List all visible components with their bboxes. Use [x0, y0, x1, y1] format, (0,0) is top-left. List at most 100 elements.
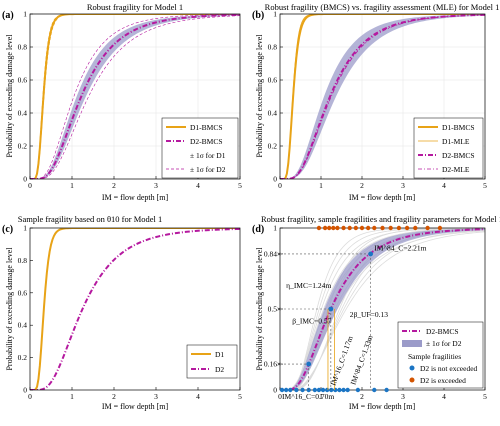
series-line-d2-bmcs — [280, 228, 485, 390]
sample-exceeded-point — [388, 225, 393, 231]
sample-exceeded-point — [372, 225, 377, 231]
sample-exceeded-point — [404, 225, 410, 231]
panel-c-legend: D1 D2 — [186, 344, 238, 379]
sample-exceeded-point — [396, 225, 402, 231]
panel-c-ylabel: Probability of exceeding damage level — [5, 247, 14, 371]
annot-im84: IM^84_C=2.21m — [374, 244, 426, 253]
panel-a: (a) Robust fragility for Model 1 0 1 2 3 4 50… — [2, 2, 242, 202]
legend-b-d1bmcs: D1-BMCS — [442, 123, 475, 132]
sample-not-exceeded-point — [337, 387, 342, 393]
sample-exceeded-point — [365, 225, 371, 231]
legend-b-d2bmcs: D2-BMCS — [442, 151, 475, 160]
legend-c-d2: D2 — [215, 365, 224, 374]
sample-exceeded-point — [359, 225, 365, 231]
y-tick-label: 0.6 — [18, 76, 28, 85]
panel-d: (d) Robust fragility, sample fragilities… — [252, 214, 500, 411]
sample-not-exceeded-point — [345, 387, 350, 393]
sample-not-exceeded-point — [355, 387, 361, 393]
panel-b-xlabel: IM = flow depth [m] — [349, 193, 416, 202]
sample-exceeded-point — [316, 225, 322, 231]
x-tick-label: 0 — [278, 392, 282, 401]
legend-b-d1mle: D1-MLE — [442, 137, 470, 146]
y-tick-label: 0.4 — [18, 321, 28, 330]
panel-d-legend-box — [397, 321, 484, 389]
series-line-d1 — [30, 228, 240, 390]
panel-c-ticks: 0 1 2 3 4 5 0 0.2 0.4 0.6 0.8 1 — [18, 224, 243, 402]
sample-exceeded-point — [380, 225, 385, 231]
panel-d-title: Robust fragility, sample fragilities and… — [261, 214, 500, 224]
x-tick-label: 0 — [278, 181, 282, 190]
panel-b-legend: D1-BMCS D1-MLE D2-BMCS D2-MLE — [413, 117, 484, 179]
sample-not-exceeded-point — [294, 387, 299, 393]
y-tick-label: 1 — [273, 224, 277, 233]
ref-cross: × — [277, 305, 281, 314]
y-tick-label: 0 — [23, 175, 27, 184]
panel-c-legend-box — [186, 344, 238, 379]
x-tick-label: 3 — [401, 181, 405, 190]
sample-exceeded-point — [341, 225, 346, 231]
x-tick-label: 5 — [483, 181, 487, 190]
x-tick-label: 5 — [483, 392, 487, 401]
panel-a-xlabel: IM = flow depth [m] — [102, 193, 169, 202]
y-tick-label: 0.4 — [268, 109, 278, 118]
sample-not-exceeded-point — [312, 387, 318, 393]
x-tick-label: 0 — [28, 181, 32, 190]
legend-a-band2: ± 1σ for D2 — [190, 165, 226, 174]
sigma-bound-line — [30, 14, 240, 179]
sample-not-exceeded-point — [288, 387, 293, 393]
x-tick-label: 1 — [319, 181, 323, 190]
x-tick-label: 4 — [196, 392, 200, 401]
x-tick-label: 4 — [196, 181, 200, 190]
y-tick-label: 0.8 — [18, 43, 28, 52]
sample-exceeded-point — [331, 225, 336, 231]
panel-b-frame — [279, 13, 486, 180]
panel-b-ylabel: Probability of exceeding damage level — [255, 34, 264, 158]
sigma-bound-line — [30, 15, 240, 179]
sample-exceeded-point — [437, 225, 443, 231]
x-tick-label: 1 — [319, 392, 323, 401]
legend-d-exc: D2 is exceeded — [420, 376, 466, 385]
panel-c-frame — [29, 227, 241, 391]
panel-c-title: Sample fragility based on θ10 for Model … — [18, 214, 163, 224]
sample-exceeded-point — [327, 225, 332, 231]
panel-c: (c) Sample fragility based on θ10 for Mo… — [2, 214, 242, 411]
y-tick-label: 0.5 — [268, 305, 278, 314]
sample-not-exceeded-point — [316, 387, 322, 393]
sample-exceeded-point — [425, 225, 430, 231]
panel-a-legend: D1-BMCS D2-BMCS ± 1σ for D1 ± 1σ for D2 — [161, 117, 239, 179]
ref-cross: × — [277, 249, 281, 258]
legend-d-d2: D2-BMCS — [426, 327, 459, 336]
y-tick-label: 0.2 — [18, 353, 28, 362]
y-tick-label: 0.4 — [18, 109, 28, 118]
y-tick-label: 0.8 — [268, 43, 278, 52]
sigma-bound-line — [30, 14, 240, 179]
y-tick-label: 0.16 — [264, 360, 277, 369]
series-line-d2 — [30, 228, 240, 390]
x-tick-label: 5 — [238, 181, 242, 190]
panel-b: (b) Robust fragility (BMCS) vs. fragilit… — [252, 2, 499, 202]
panel-d-label: (d) — [252, 224, 264, 235]
panel-a-ticks: 0 1 2 3 4 5 0 0.2 0.4 0.6 0.8 1 — [18, 10, 243, 191]
annot-eta: η_IMC=1.24m — [286, 281, 331, 290]
x-tick-label: 4 — [442, 181, 446, 190]
y-tick-label: 0.6 — [18, 288, 28, 297]
legend-d-samples: Sample fragilities — [408, 352, 461, 361]
y-tick-label: 1 — [23, 224, 27, 233]
y-tick-label: 0 — [23, 386, 27, 395]
panel-a-label: (a) — [2, 10, 14, 21]
y-tick-label: 0.2 — [268, 142, 278, 151]
y-tick-label: 1 — [273, 10, 277, 19]
annot-im16: IM^16_C=0.70m — [282, 392, 334, 401]
panel-b-title: Robust fragility (BMCS) vs. fragility as… — [265, 2, 500, 12]
sample-exceeded-point — [335, 225, 340, 231]
annot-beta: β_IMC=0.57 — [292, 317, 331, 326]
sample-not-exceeded-point — [329, 387, 334, 393]
legend-d-exc-marker — [409, 377, 415, 383]
panel-c-xlabel: IM = flow depth [m] — [102, 402, 169, 411]
y-tick-label: 0.8 — [18, 256, 28, 265]
x-tick-label: 2 — [112, 392, 116, 401]
x-tick-label: 5 — [238, 392, 242, 401]
sample-not-exceeded-point — [300, 387, 305, 393]
legend-a-d2: D2-BMCS — [190, 137, 223, 146]
legend-d-notexc: D2 is not exceeded — [420, 364, 478, 373]
